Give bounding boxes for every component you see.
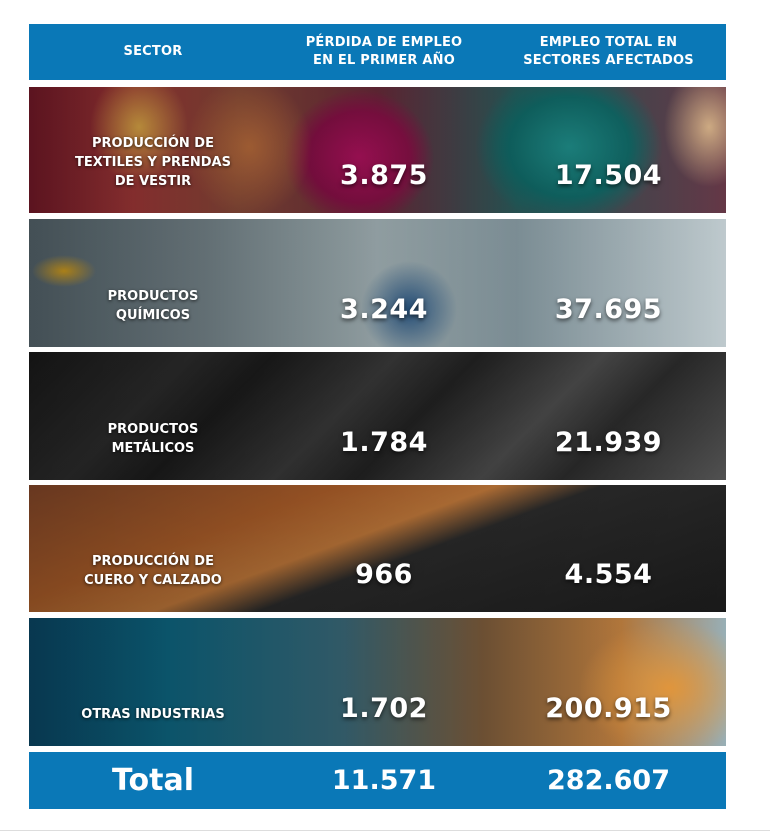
- table-row-textiles: PRODUCCIÓN DE TEXTILES Y PRENDAS DE VEST…: [29, 87, 726, 213]
- loss-value: 1.784: [340, 427, 428, 458]
- loss-value: 3.244: [340, 294, 428, 325]
- total-value: 4.554: [564, 559, 653, 590]
- table-row-metals: PRODUCTOS METÁLICOS 1.784 21.939: [29, 352, 726, 480]
- header-loss: PÉRDIDA DE EMPLEO EN EL PRIMER AÑO: [277, 34, 491, 70]
- header-total-line1: EMPLEO TOTAL EN: [539, 35, 678, 50]
- total-value: 21.939: [554, 427, 663, 458]
- sector-label: PRODUCTOS QUÍMICOS: [29, 287, 277, 347]
- header-loss-line2: EN EL PRIMER AÑO: [313, 53, 455, 68]
- header-total: EMPLEO TOTAL EN SECTORES AFECTADOS: [491, 34, 726, 70]
- table-row-other: OTRAS INDUSTRIAS 1.702 200.915: [29, 618, 726, 746]
- total-value: 37.695: [554, 294, 663, 325]
- loss-value: 3.875: [340, 160, 428, 191]
- sector-line: PRODUCTOS: [107, 422, 199, 437]
- table-header: SECTOR PÉRDIDA DE EMPLEO EN EL PRIMER AÑ…: [29, 24, 726, 80]
- header-loss-line1: PÉRDIDA DE EMPLEO: [305, 35, 463, 50]
- sector-label: PRODUCCIÓN DE TEXTILES Y PRENDAS DE VEST…: [29, 134, 277, 213]
- total-employment-value: 282.607: [547, 765, 670, 796]
- header-sector: SECTOR: [123, 44, 183, 59]
- sector-label: PRODUCTOS METÁLICOS: [29, 420, 277, 480]
- total-value: 200.915: [545, 693, 672, 724]
- sector-line: DE VESTIR: [114, 174, 192, 189]
- table-total-row: Total 11.571 282.607: [29, 752, 726, 809]
- loss-value: 1.702: [340, 693, 428, 724]
- table-row-chemicals: PRODUCTOS QUÍMICOS 3.244 37.695: [29, 219, 726, 347]
- divider: [0, 830, 770, 831]
- total-value: 17.504: [554, 160, 663, 191]
- sector-line: PRODUCTOS: [107, 289, 199, 304]
- sector-line: QUÍMICOS: [115, 308, 191, 323]
- table-row-leather: PRODUCCIÓN DE CUERO Y CALZADO 966 4.554: [29, 485, 726, 612]
- sector-line: TEXTILES Y PRENDAS: [75, 155, 231, 170]
- sector-line: CUERO Y CALZADO: [84, 573, 222, 588]
- total-label: Total: [112, 763, 194, 798]
- sector-line: PRODUCCIÓN DE: [92, 136, 214, 151]
- sector-line: OTRAS INDUSTRIAS: [81, 707, 225, 722]
- sector-label: PRODUCCIÓN DE CUERO Y CALZADO: [29, 552, 277, 612]
- loss-value: 966: [355, 559, 413, 590]
- sector-label: OTRAS INDUSTRIAS: [29, 705, 277, 746]
- total-loss-value: 11.571: [331, 765, 437, 796]
- header-total-line2: SECTORES AFECTADOS: [523, 53, 694, 68]
- sector-line: METÁLICOS: [111, 441, 195, 456]
- sector-line: PRODUCCIÓN DE: [92, 554, 214, 569]
